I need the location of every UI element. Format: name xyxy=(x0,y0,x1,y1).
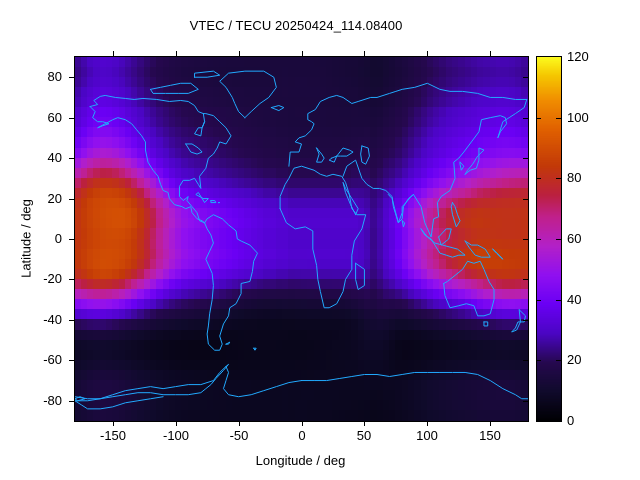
x-tick-mark xyxy=(239,421,240,426)
x-tick-mark-top xyxy=(302,51,303,56)
x-tick-label: -50 xyxy=(229,428,249,443)
y-tick-label: 80 xyxy=(47,69,62,84)
y-tick-label: -40 xyxy=(43,312,62,327)
x-tick-label: 50 xyxy=(356,428,372,443)
colorbar-tick-mark-right xyxy=(556,178,561,179)
x-tick-label: -150 xyxy=(99,428,127,443)
y-tick-mark xyxy=(69,320,74,321)
y-tick-mark-right xyxy=(523,199,528,200)
colorbar-tick-label: 20 xyxy=(567,352,582,367)
colorbar-tick-label: 120 xyxy=(567,49,589,64)
y-tick-label: 40 xyxy=(47,150,62,165)
colorbar-tick-mark-right xyxy=(556,300,561,301)
y-tick-label: 0 xyxy=(54,231,62,246)
x-tick-mark xyxy=(176,421,177,426)
x-tick-label: 0 xyxy=(298,428,306,443)
y-tick-label: -20 xyxy=(43,271,62,286)
colorbar-tick-mark xyxy=(536,300,541,301)
y-tick-mark xyxy=(69,158,74,159)
y-tick-mark xyxy=(69,279,74,280)
colorbar-tick-label: 0 xyxy=(567,413,575,428)
x-tick-mark-top xyxy=(490,51,491,56)
colorbar-tick-mark-right xyxy=(556,239,561,240)
colorbar-tick-label: 80 xyxy=(567,170,582,185)
x-tick-mark-top xyxy=(176,51,177,56)
x-tick-mark-top xyxy=(113,51,114,56)
x-tick-mark-top xyxy=(427,51,428,56)
colorbar-tick-mark xyxy=(536,118,541,119)
y-tick-mark-right xyxy=(523,279,528,280)
y-tick-mark-right xyxy=(523,77,528,78)
colorbar-tick-label: 100 xyxy=(567,110,589,125)
x-tick-mark xyxy=(302,421,303,426)
x-tick-mark-top xyxy=(364,51,365,56)
y-tick-mark-right xyxy=(523,401,528,402)
x-tick-mark-top xyxy=(239,51,240,56)
y-tick-label: -80 xyxy=(43,393,62,408)
y-tick-mark-right xyxy=(523,158,528,159)
y-tick-label: 20 xyxy=(47,191,62,206)
x-tick-mark xyxy=(490,421,491,426)
colorbar-tick-mark xyxy=(536,178,541,179)
y-tick-mark-right xyxy=(523,360,528,361)
map-axes xyxy=(74,56,529,422)
page-title: VTEC / TECU 20250424_114.08400 xyxy=(189,18,403,33)
x-tick-mark xyxy=(113,421,114,426)
y-tick-mark xyxy=(69,239,74,240)
y-tick-mark xyxy=(69,77,74,78)
colorbar-tick-label: 40 xyxy=(567,292,582,307)
vtec-heatmap-canvas xyxy=(75,57,528,421)
y-tick-mark xyxy=(69,199,74,200)
y-tick-label: 60 xyxy=(47,110,62,125)
y-tick-mark xyxy=(69,401,74,402)
x-tick-mark xyxy=(427,421,428,426)
colorbar-tick-label: 60 xyxy=(567,231,582,246)
y-tick-mark xyxy=(69,360,74,361)
colorbar-tick-mark xyxy=(536,360,541,361)
colorbar-tick-mark xyxy=(536,239,541,240)
x-axis-label: Longitude / deg xyxy=(255,453,346,468)
x-tick-label: -100 xyxy=(162,428,190,443)
y-tick-mark-right xyxy=(523,320,528,321)
y-tick-mark-right xyxy=(523,118,528,119)
y-tick-mark-right xyxy=(523,239,528,240)
colorbar-tick-mark-right xyxy=(556,360,561,361)
y-tick-mark xyxy=(69,118,74,119)
x-tick-mark xyxy=(364,421,365,426)
colorbar-tick-mark-right xyxy=(556,118,561,119)
y-tick-label: -60 xyxy=(43,352,62,367)
x-tick-label: 100 xyxy=(416,428,438,443)
x-tick-label: 150 xyxy=(479,428,501,443)
